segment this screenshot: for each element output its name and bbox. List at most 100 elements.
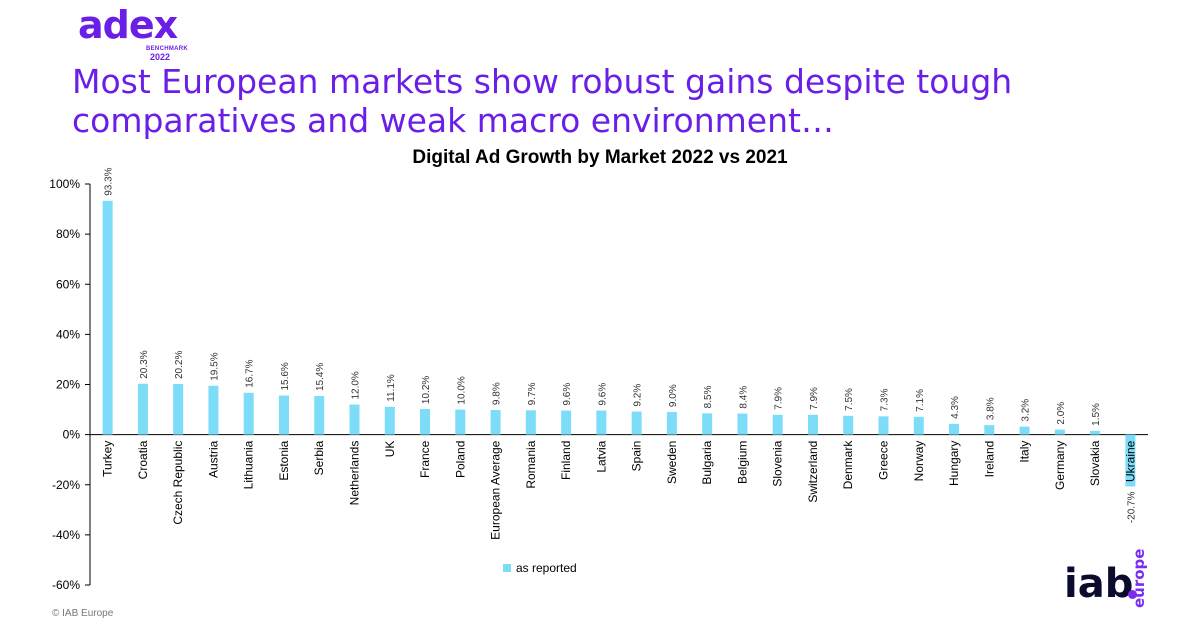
bar	[1019, 426, 1030, 435]
chart-legend: as reported	[503, 561, 577, 575]
x-tick-label: Finland	[559, 441, 573, 480]
x-tick-label: Croatia	[136, 440, 150, 479]
bar	[278, 395, 289, 435]
bar	[420, 409, 431, 435]
x-tick-label: Czech Republic	[171, 441, 185, 525]
y-tick-label: 0%	[63, 428, 81, 442]
y-tick-label: 40%	[56, 327, 80, 341]
data-label: 3.8%	[985, 397, 996, 420]
bar	[208, 385, 219, 435]
x-tick-label: Switzerland	[806, 441, 820, 503]
data-label: 7.9%	[774, 387, 785, 410]
data-label: 2.0%	[1056, 402, 1067, 425]
legend-label: as reported	[516, 561, 577, 575]
bar	[525, 410, 536, 435]
bar	[666, 412, 677, 435]
bar	[173, 383, 184, 435]
y-tick-label: 80%	[56, 227, 80, 241]
y-tick-label: 100%	[49, 177, 80, 191]
bar	[314, 396, 325, 435]
x-tick-label: Netherlands	[348, 441, 362, 506]
bar	[1054, 429, 1065, 435]
x-tick-label: Spain	[630, 441, 644, 472]
bar	[490, 410, 501, 435]
data-label: 8.4%	[738, 386, 749, 409]
bar	[949, 423, 960, 435]
data-label: 9.6%	[562, 383, 573, 406]
copyright-notice: © IAB Europe	[52, 608, 114, 619]
adex-logo-benchmark: BENCHMARK	[146, 46, 189, 52]
bar	[737, 413, 748, 435]
data-label: 19.5%	[209, 352, 220, 380]
bar	[137, 383, 148, 435]
y-tick-label: 20%	[56, 378, 80, 392]
x-tick-label: Austria	[206, 440, 220, 478]
x-tick-label: Romania	[524, 440, 538, 488]
x-tick-label: Lithuania	[242, 440, 256, 489]
adex-benchmark-logo: adex BENCHMARK 2022	[78, 6, 188, 62]
adex-logo-year: 2022	[150, 52, 171, 62]
x-tick-label: Italy	[1018, 441, 1032, 463]
bar	[102, 200, 113, 435]
bar	[913, 416, 924, 435]
data-label: 93.3%	[104, 167, 115, 195]
bar	[843, 415, 854, 435]
x-tick-label: Serbia	[312, 440, 326, 475]
iab-logo-word: iab	[1064, 561, 1134, 607]
chart-title: Digital Ad Growth by Market 2022 vs 2021	[412, 147, 788, 168]
x-tick-label: Ukraine	[1123, 440, 1137, 482]
x-tick-label: Denmark	[841, 440, 855, 490]
bar	[878, 416, 889, 435]
bar	[1090, 430, 1101, 435]
bar	[1125, 434, 1136, 487]
adex-logo-word: adex	[78, 3, 178, 47]
y-tick-label: -20%	[52, 478, 80, 492]
y-tick-label: -60%	[52, 578, 80, 592]
iab-logo-dot	[1128, 590, 1137, 599]
data-label: 11.1%	[386, 374, 397, 402]
data-label: 20.2%	[174, 351, 185, 379]
bar	[349, 404, 360, 435]
y-tick-label: -40%	[52, 528, 80, 542]
x-tick-label: Slovenia	[771, 440, 785, 486]
data-label: 9.2%	[633, 384, 644, 407]
x-tick-label: Sweden	[665, 441, 679, 484]
x-tick-label: Norway	[912, 441, 926, 482]
data-label: 7.1%	[915, 389, 926, 412]
data-label: 9.6%	[597, 383, 608, 406]
y-tick-label: 60%	[56, 277, 80, 291]
bar	[807, 414, 818, 435]
bar	[561, 410, 572, 435]
x-tick-label: Belgium	[735, 441, 749, 484]
bar	[631, 411, 642, 435]
x-tick-label: Greece	[877, 440, 891, 480]
bar	[596, 410, 607, 435]
bar	[243, 392, 254, 435]
bar	[702, 413, 713, 435]
x-tick-label: Poland	[453, 441, 467, 478]
x-tick-label: Slovakia	[1088, 440, 1102, 486]
x-tick-label: Germany	[1053, 441, 1067, 490]
bar	[384, 406, 395, 435]
x-tick-label: European Average	[489, 440, 503, 540]
data-label: 7.9%	[809, 387, 820, 410]
data-label: 7.5%	[844, 388, 855, 411]
data-label: 12.0%	[351, 371, 362, 399]
slide-headline: Most European markets show robust gains …	[72, 62, 1013, 140]
bar	[984, 425, 995, 435]
x-tick-label: Turkey	[101, 441, 115, 477]
x-tick-label: Estonia	[277, 440, 291, 480]
data-label: 15.4%	[315, 363, 326, 391]
data-label: 15.6%	[280, 362, 291, 390]
data-label: 16.7%	[245, 359, 256, 387]
x-tick-label: France	[418, 440, 432, 478]
x-tick-label: Bulgaria	[700, 440, 714, 484]
x-tick-label: UK	[383, 441, 397, 458]
legend-swatch	[503, 564, 511, 572]
data-label: 20.3%	[139, 350, 150, 378]
data-label: 1.5%	[1091, 403, 1102, 426]
data-label: 9.8%	[492, 382, 503, 405]
bar	[772, 414, 783, 435]
data-label: 10.2%	[421, 376, 432, 404]
data-label: 7.3%	[880, 388, 891, 411]
